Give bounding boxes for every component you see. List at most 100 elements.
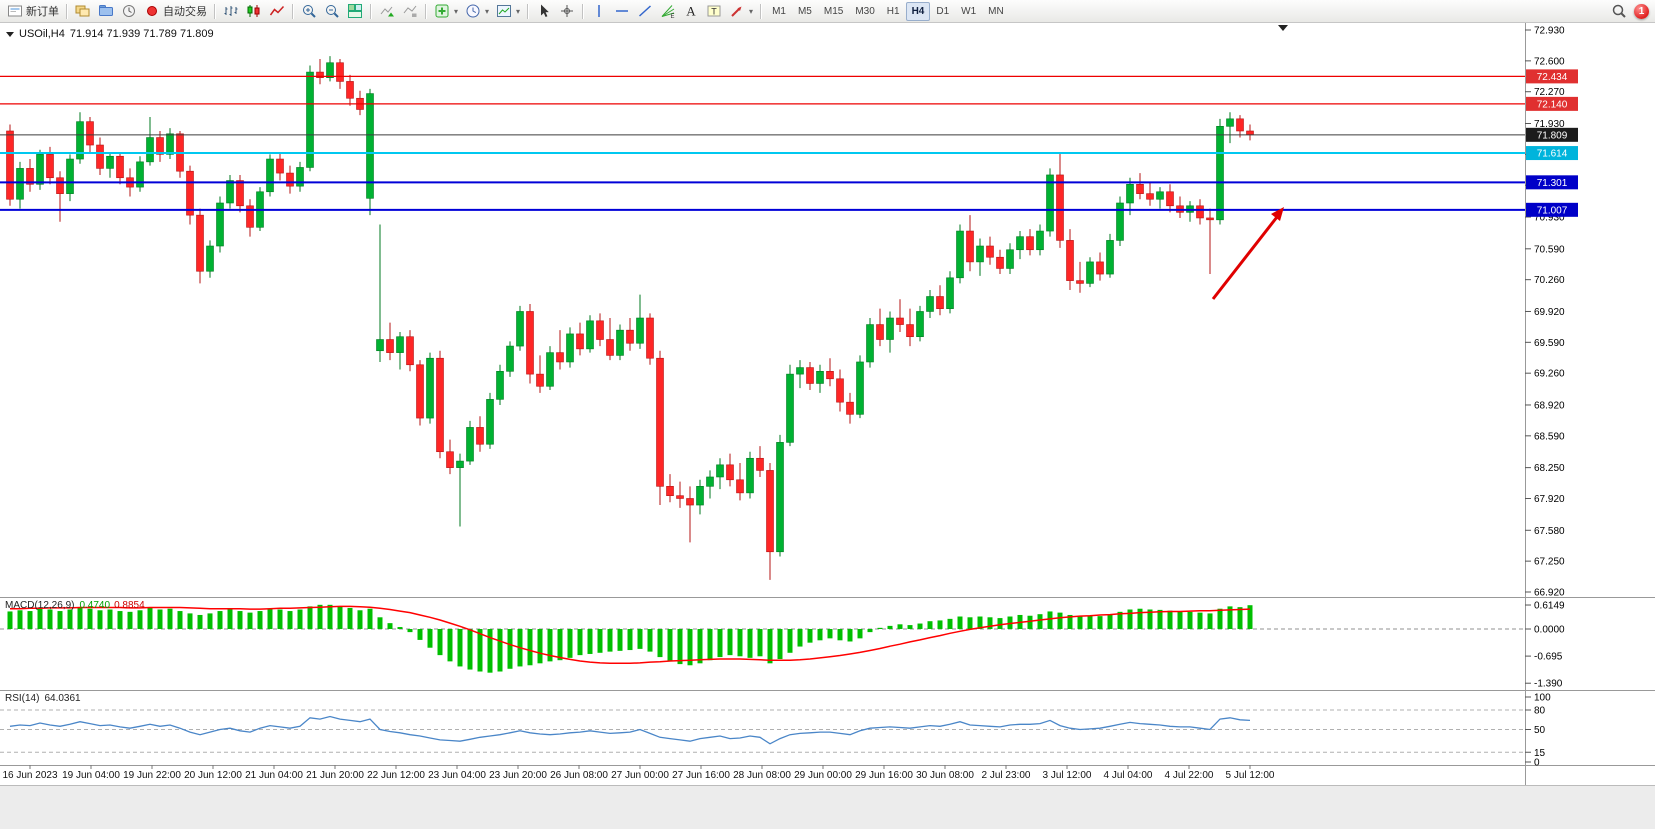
macd-histogram-bar: [607, 629, 613, 652]
macd-histogram-bar: [47, 609, 53, 629]
candle-body: [316, 71, 324, 78]
toolbar-separator: [66, 3, 68, 19]
candle-body: [636, 317, 644, 344]
candle-body: [96, 144, 104, 169]
price-level-badge: [1526, 127, 1578, 142]
candle-body: [106, 155, 114, 169]
search-button[interactable]: [1608, 1, 1630, 21]
toolbar-separator: [425, 3, 427, 19]
timeframe-W1[interactable]: W1: [961, 5, 977, 17]
timeframe-D1[interactable]: D1: [936, 5, 950, 17]
chart-shift-button[interactable]: [399, 1, 421, 21]
bar-chart-icon: [224, 6, 238, 16]
text-button[interactable]: A: [680, 1, 702, 21]
price-level-badge: [1526, 69, 1578, 84]
macd-histogram-bar: [127, 611, 133, 629]
templates-button[interactable]: ▾: [493, 1, 523, 21]
horizontal-line-icon: [616, 10, 629, 12]
candle-body: [1006, 249, 1014, 269]
candle-body: [286, 172, 294, 187]
macd-axis-label: -0.695: [1534, 652, 1563, 663]
macd-histogram-bar: [747, 629, 753, 658]
toolbar-separator: [582, 3, 585, 19]
time-axis-label: 3 Jul 12:00: [1043, 770, 1092, 781]
notification-badge[interactable]: 1: [1634, 3, 1649, 19]
timeframe-MN[interactable]: MN: [988, 5, 1004, 17]
trendline-button[interactable]: [634, 1, 656, 21]
candle-body: [386, 339, 394, 353]
candle-body: [706, 476, 714, 487]
trend-arrow[interactable]: [1211, 216, 1279, 300]
rsi-label: RSI(14) 64.0361: [5, 693, 81, 704]
candle-body: [926, 296, 934, 312]
macd-histogram-bar: [827, 629, 833, 639]
macd-histogram-bar: [677, 629, 683, 665]
timeframe-M15[interactable]: M15: [823, 5, 844, 17]
chart-area[interactable]: [0, 23, 1655, 785]
time-axis-label: 22 Jun 12:00: [367, 770, 425, 781]
candle-body: [296, 167, 304, 187]
price-level-badge: [1526, 146, 1578, 161]
dropdown-arrow-icon: ▾: [516, 6, 521, 16]
candle-body: [366, 93, 374, 199]
macd-histogram-bar: [687, 629, 693, 666]
price-axis-label: 72.270: [1534, 87, 1565, 98]
time-axis-label: 29 Jun 16:00: [855, 770, 913, 781]
candle-body: [326, 62, 334, 78]
candle-body: [1226, 118, 1234, 127]
symbol-period: USOil,H4: [19, 28, 65, 40]
auto-trading-button[interactable]: 自动交易: [141, 1, 210, 21]
time-axis-label: 16 Jun 2023: [2, 770, 57, 781]
macd-histogram-bar: [157, 609, 163, 629]
market-watch-button[interactable]: [118, 1, 140, 21]
cursor-button[interactable]: [533, 1, 555, 21]
zoom-out-button[interactable]: [321, 1, 343, 21]
timeframe-H1[interactable]: H1: [886, 5, 900, 17]
new-order-button[interactable]: 新订单: [4, 1, 62, 21]
price-axis-label: 69.590: [1534, 338, 1565, 349]
charts-grid-button[interactable]: [72, 1, 94, 21]
line-chart-button[interactable]: [266, 1, 288, 21]
time-axis-label: 5 Jul 12:00: [1226, 770, 1275, 781]
macd-histogram-bar: [1127, 609, 1133, 629]
candle-body: [1156, 191, 1164, 200]
trend-arrow-head[interactable]: [1271, 207, 1284, 221]
add-indicator-button[interactable]: ▾: [431, 1, 461, 21]
vertical-line-button[interactable]: [588, 1, 610, 21]
macd-histogram-bar: [697, 629, 703, 664]
crosshair-button[interactable]: [556, 1, 578, 21]
symbol-dropdown-icon[interactable]: [6, 31, 14, 37]
candle-body: [786, 373, 794, 443]
macd-histogram-bar: [547, 629, 553, 662]
time-axis-label: 26 Jun 08:00: [550, 770, 608, 781]
macd-histogram-bar: [387, 623, 393, 629]
profiles-button[interactable]: [95, 1, 117, 21]
macd-histogram-bar: [657, 629, 663, 658]
price-axis-label: 70.590: [1534, 244, 1565, 255]
horizontal-line-button[interactable]: [611, 1, 633, 21]
timeframe-H4[interactable]: H4: [905, 1, 931, 21]
arrows-button[interactable]: ▾: [726, 1, 756, 21]
timeframe-M30[interactable]: M30: [855, 5, 875, 17]
chart-symbol-label: USOil,H4 71.914 71.939 71.789 71.809: [6, 28, 214, 40]
macd-histogram-bar: [1167, 610, 1173, 629]
chart-shift-marker[interactable]: [1278, 25, 1288, 31]
candle-body: [476, 427, 484, 445]
templates-icon: [497, 5, 512, 17]
bar-chart-button[interactable]: [220, 1, 242, 21]
auto-scroll-button[interactable]: [376, 1, 398, 21]
timeframe-M1[interactable]: M1: [772, 5, 786, 17]
fibonacci-button[interactable]: E: [657, 1, 679, 21]
rsi-axis-label: 80: [1534, 706, 1546, 717]
text-label-button[interactable]: T: [703, 1, 725, 21]
periods-button[interactable]: ▾: [462, 1, 492, 21]
candlestick-chart-button[interactable]: [243, 1, 265, 21]
chart-shift-icon: [403, 5, 417, 17]
search-icon: [1612, 4, 1626, 18]
zoom-in-button[interactable]: [298, 1, 320, 21]
timeframe-M5[interactable]: M5: [797, 5, 812, 17]
macd-histogram-bar: [907, 625, 913, 629]
dropdown-arrow-icon: ▾: [749, 6, 754, 16]
tile-windows-button[interactable]: [344, 1, 366, 21]
